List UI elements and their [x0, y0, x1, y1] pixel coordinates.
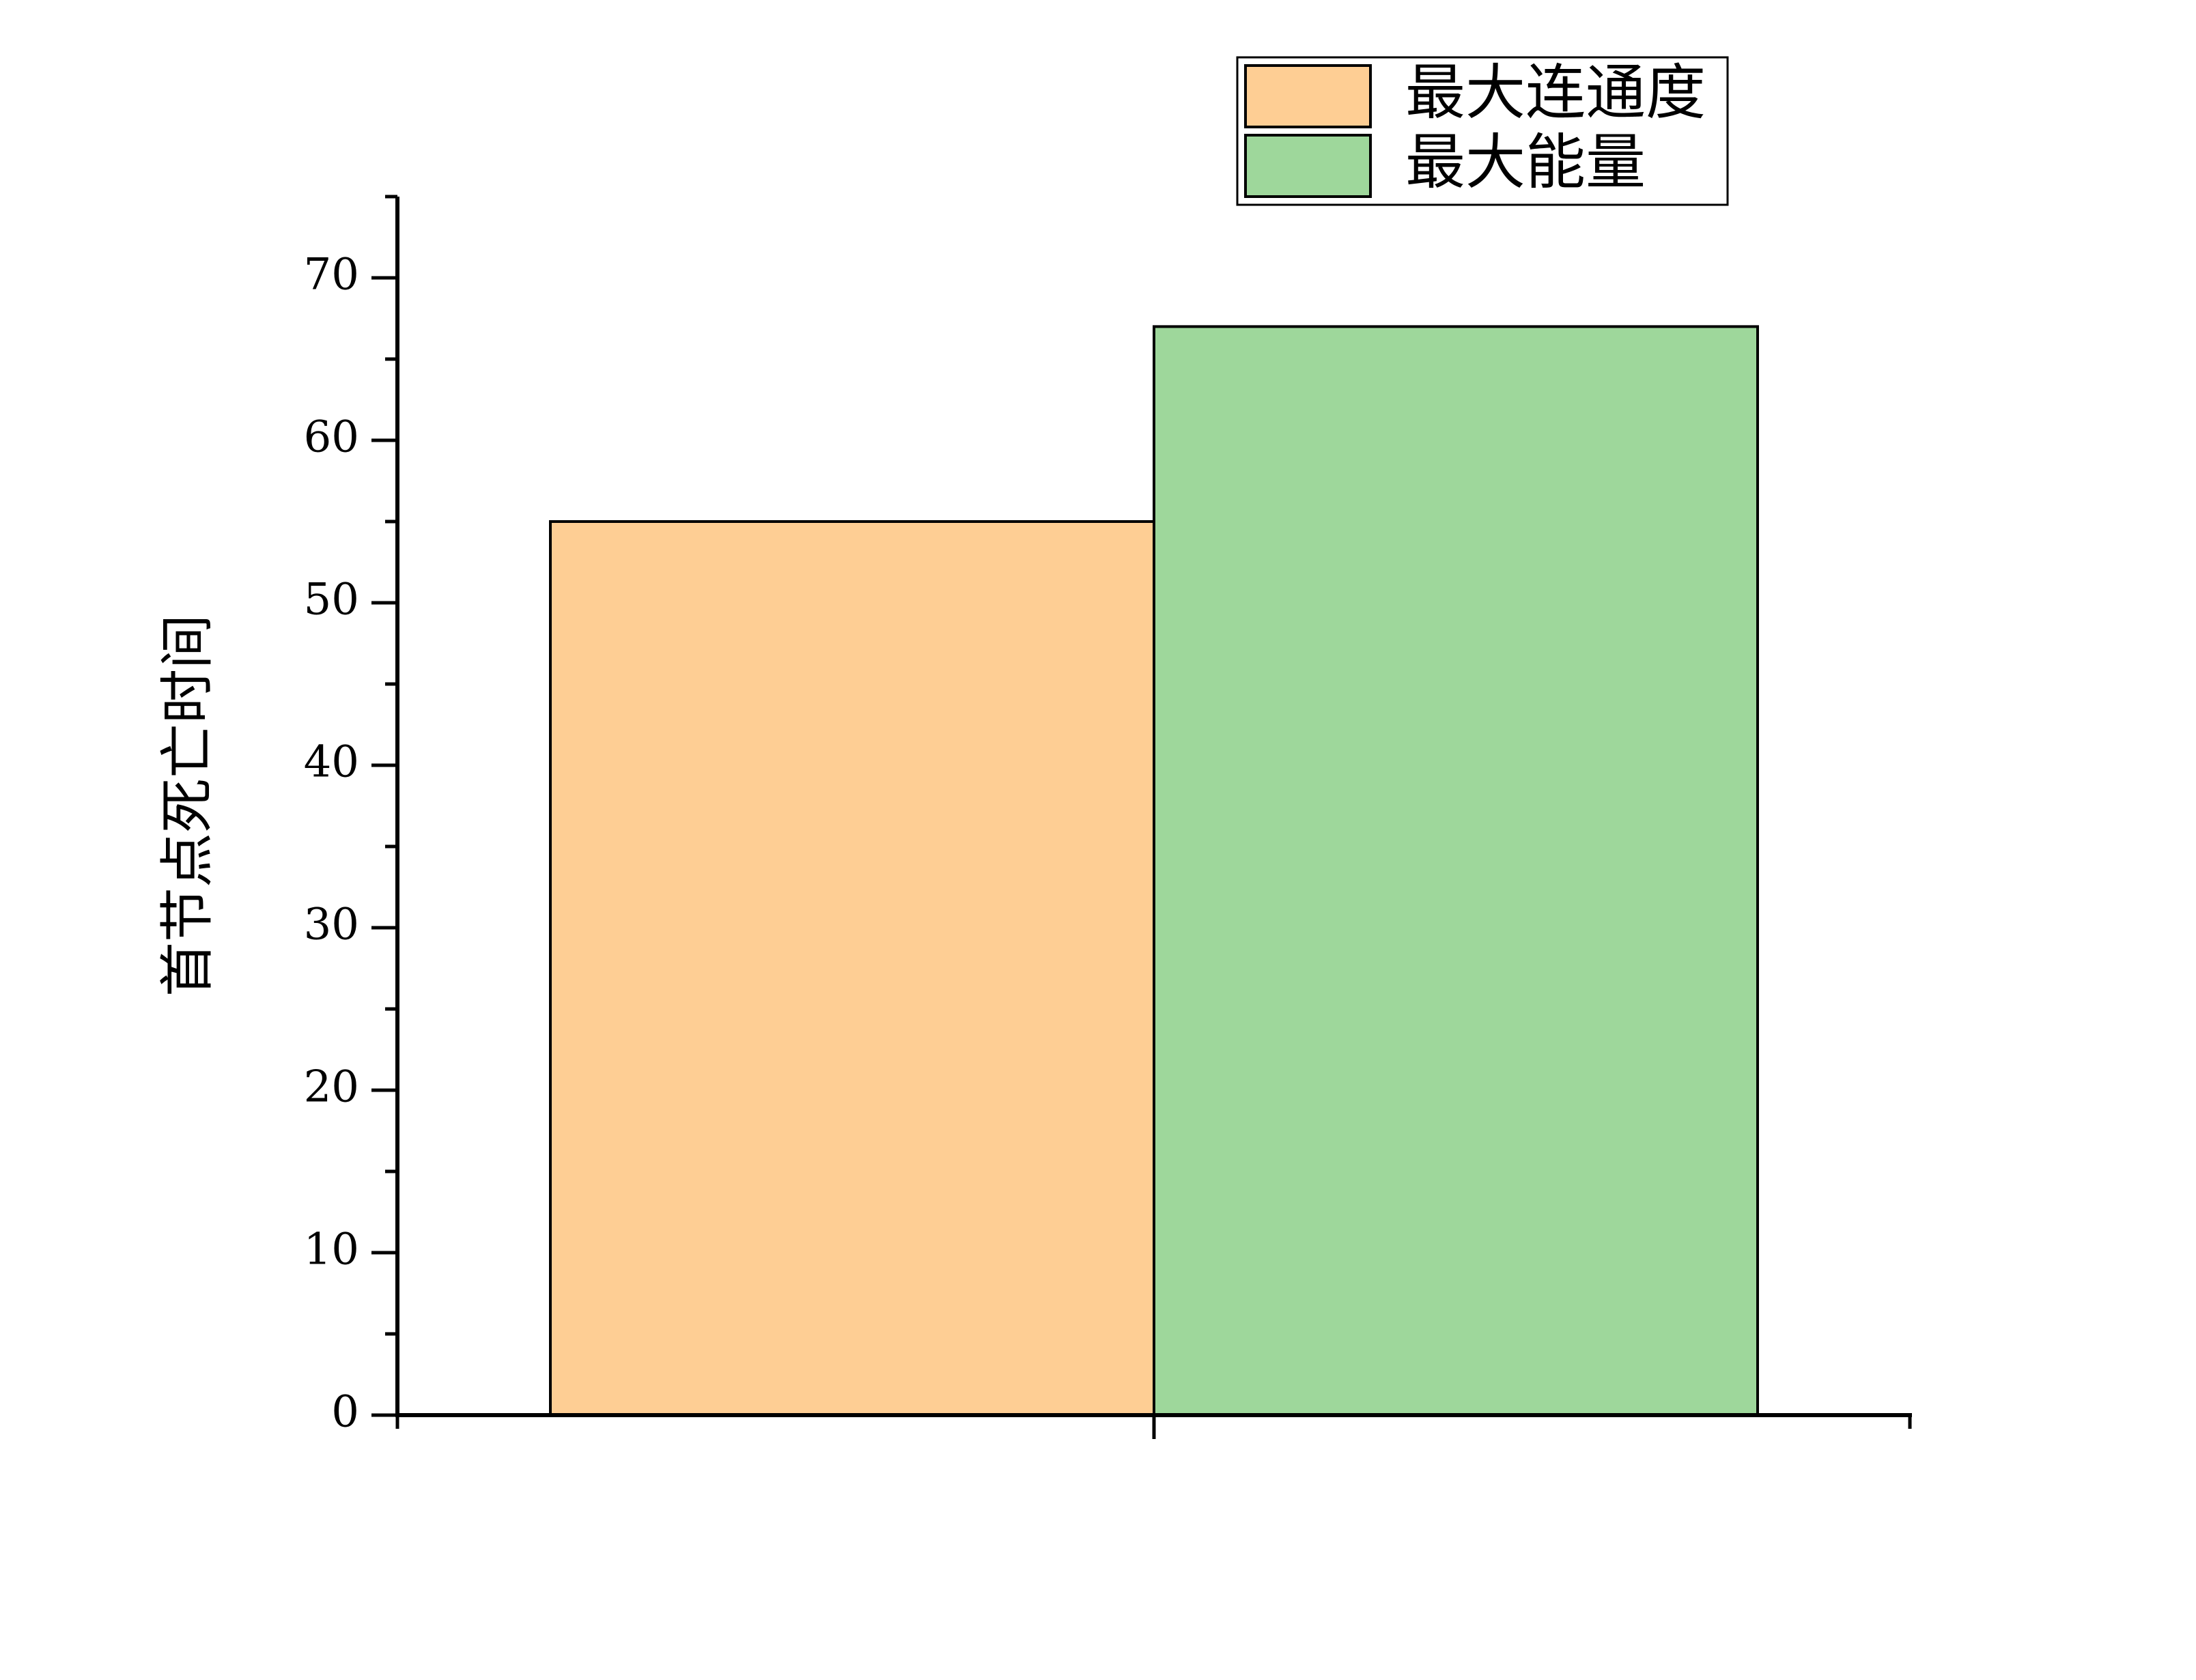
y-axis-label: 首节点死亡时间 [156, 614, 219, 997]
y-tick-label: 20 [304, 1062, 359, 1113]
bar-series-1 [549, 520, 1155, 1416]
axes-group [395, 197, 1912, 1439]
y-tick-label: 0 [331, 1387, 359, 1438]
y-tick-label: 50 [304, 575, 359, 625]
legend-label-series-1: 最大连通度 [1405, 57, 1706, 128]
y-tick-label: 70 [304, 250, 359, 300]
y-ticks-group: 0 10 20 30 40 50 60 70 [304, 195, 397, 1438]
legend-swatch-series-2 [1244, 134, 1372, 198]
bar-series-2 [1153, 325, 1759, 1416]
y-tick-label: 60 [304, 412, 359, 463]
y-tick-label: 30 [304, 900, 359, 950]
y-tick-label: 10 [304, 1225, 359, 1275]
legend-label-series-2: 最大能量 [1405, 127, 1646, 197]
legend: 最大连通度 最大能量 [1236, 56, 1729, 206]
legend-swatch-series-1 [1244, 64, 1372, 128]
bars-group [549, 325, 1759, 1416]
y-tick-label: 40 [304, 737, 359, 788]
